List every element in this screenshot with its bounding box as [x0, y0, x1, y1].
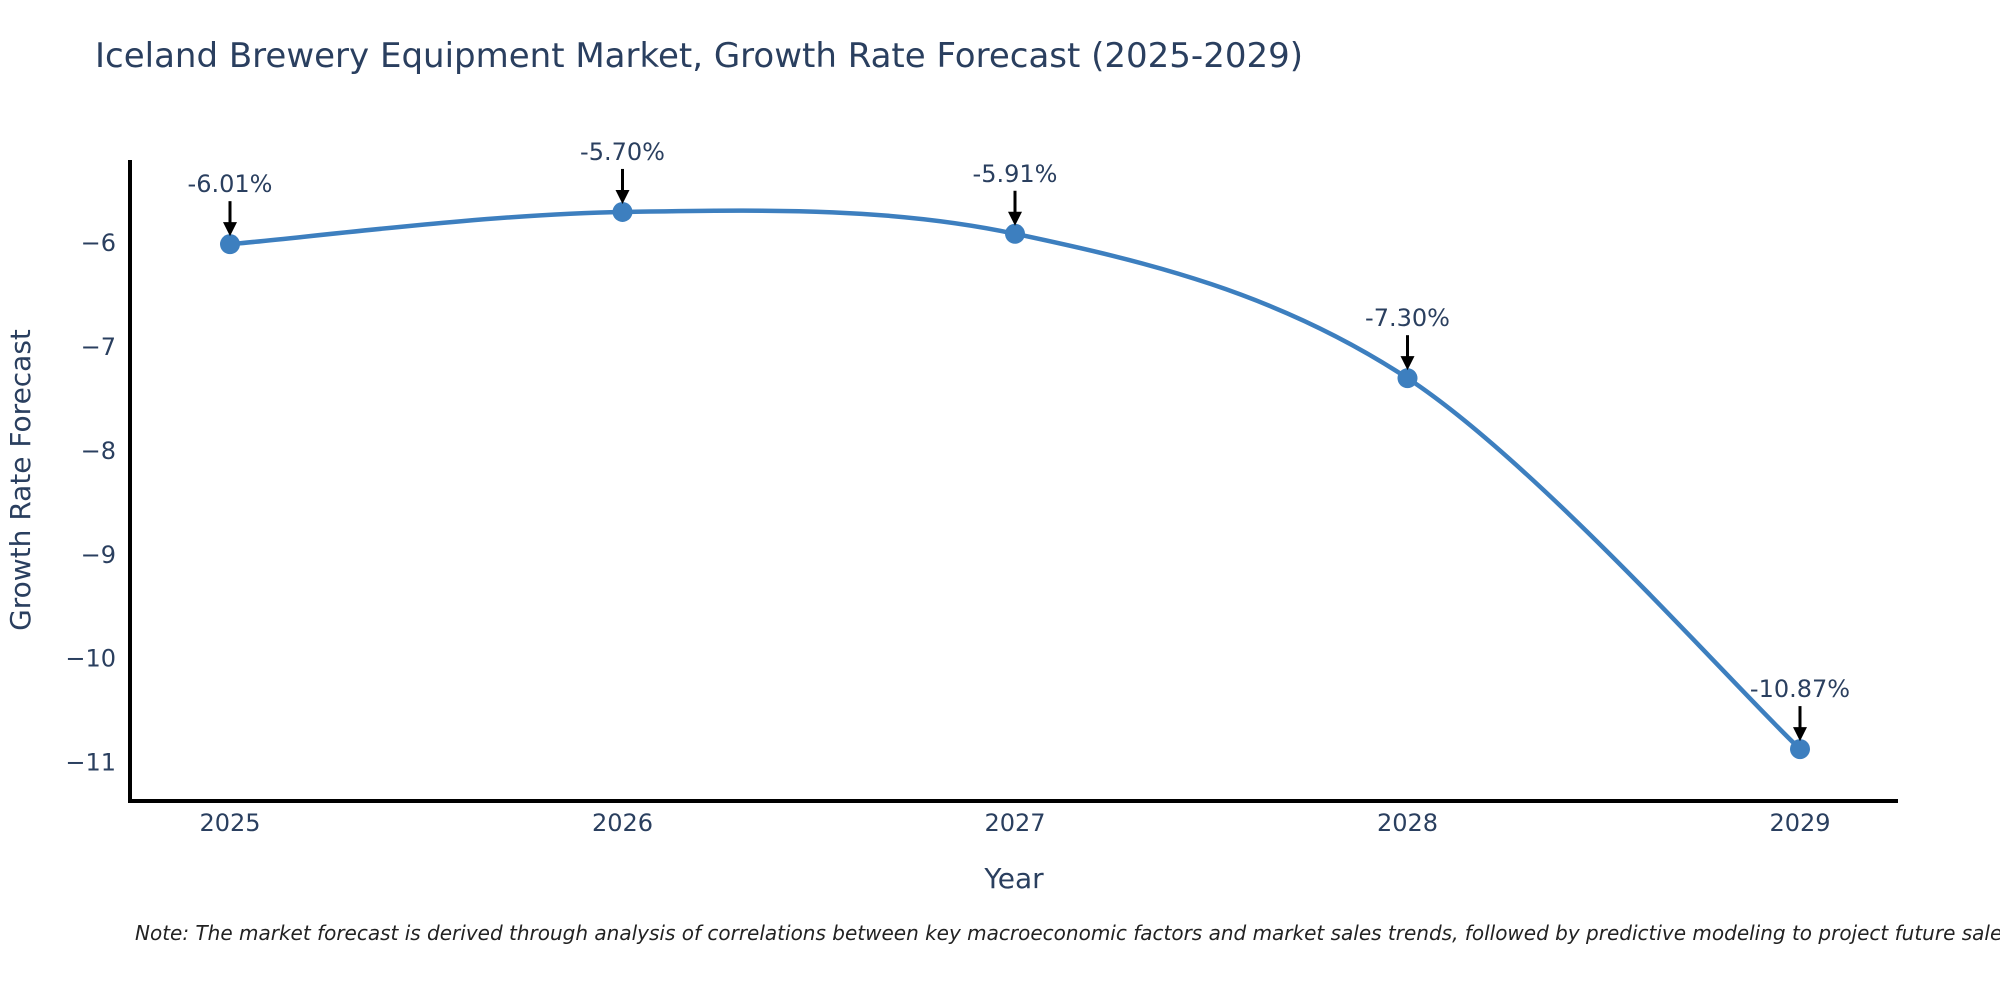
point-annotation: -5.91%	[973, 160, 1058, 226]
point-annotation-label: -7.30%	[1365, 304, 1450, 332]
data-point-marker	[1005, 223, 1025, 244]
x-tick-label: 2026	[592, 809, 653, 837]
point-annotation: -6.01%	[188, 170, 273, 237]
annotation-arrowhead-icon	[1008, 211, 1022, 226]
annotation-arrowhead-icon	[615, 189, 630, 204]
y-tick-label: −7	[81, 333, 116, 361]
point-annotation: -10.87%	[1750, 675, 1850, 742]
annotation-arrowhead-icon	[223, 222, 237, 237]
point-annotation-label: -10.87%	[1750, 675, 1850, 703]
point-annotation-label: -5.70%	[580, 138, 665, 166]
x-tick-label: 2029	[1769, 809, 1830, 837]
point-annotation-label: -6.01%	[188, 170, 273, 198]
data-point-marker	[1790, 739, 1810, 760]
footnote: Note: The market forecast is derived thr…	[135, 921, 2000, 945]
annotation-arrowhead-icon	[1400, 356, 1415, 371]
x-tick-label: 2028	[1377, 809, 1438, 837]
point-annotation: -7.30%	[1365, 304, 1450, 371]
y-tick-label: −10	[65, 645, 116, 673]
point-annotation: -5.70%	[580, 138, 665, 204]
ticks-group: −6 −7 −8 −9 −10 −11 2025 2026 2027 2028 2029	[65, 229, 1830, 837]
series-line	[227, 208, 1803, 752]
chart-title: Iceland Brewery Equipment Market, Growth…	[95, 36, 1303, 76]
annotation-arrowhead-icon	[1793, 727, 1807, 742]
y-tick-label: −8	[81, 437, 116, 465]
point-annotation-label: -5.91%	[973, 160, 1058, 188]
y-axis-title: Growth Rate Forecast	[4, 329, 37, 631]
x-tick-label: 2027	[984, 809, 1045, 837]
data-point-marker	[220, 234, 240, 255]
data-point-marker	[612, 201, 633, 222]
y-tick-label: −11	[65, 749, 116, 777]
data-point-marker	[1397, 368, 1418, 389]
annotations-group: -6.01% -5.70% -5.91% -7.30% -10.87%	[188, 138, 1850, 742]
series-group	[220, 201, 1810, 760]
x-axis-title: Year	[983, 862, 1044, 895]
y-tick-label: −9	[81, 541, 116, 569]
y-tick-label: −6	[81, 229, 116, 257]
x-tick-label: 2025	[199, 809, 260, 837]
